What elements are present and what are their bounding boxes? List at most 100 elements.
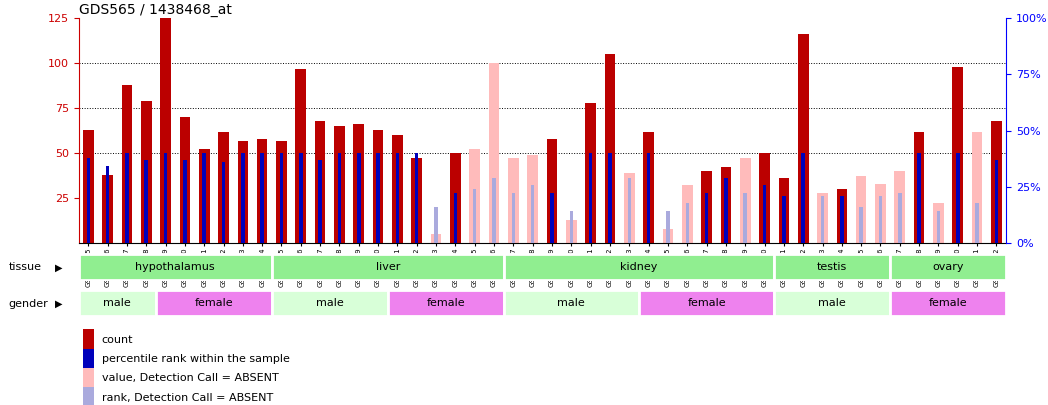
Bar xyxy=(898,193,901,243)
Bar xyxy=(454,193,457,243)
Bar xyxy=(662,228,673,243)
Bar xyxy=(87,158,90,243)
Bar xyxy=(179,117,190,243)
Bar xyxy=(277,141,287,243)
Bar xyxy=(160,9,171,243)
Bar xyxy=(241,153,244,243)
Text: liver: liver xyxy=(375,262,400,272)
Bar xyxy=(83,329,94,350)
Bar xyxy=(566,220,576,243)
Bar xyxy=(878,196,882,243)
Bar xyxy=(125,153,129,243)
Bar xyxy=(314,121,326,243)
Bar xyxy=(412,158,422,243)
Bar xyxy=(357,153,361,243)
Text: hypothalamus: hypothalamus xyxy=(135,262,215,272)
Bar xyxy=(933,203,944,243)
Bar xyxy=(473,189,477,243)
Bar xyxy=(976,203,979,243)
Bar xyxy=(296,68,306,243)
Bar xyxy=(79,290,156,316)
Bar xyxy=(470,149,480,243)
Bar xyxy=(202,153,206,243)
Bar xyxy=(299,153,303,243)
Bar xyxy=(724,178,727,243)
Bar xyxy=(199,149,210,243)
Bar xyxy=(392,135,402,243)
Bar xyxy=(743,193,747,243)
Bar xyxy=(493,178,496,243)
Bar xyxy=(396,153,399,243)
Bar xyxy=(774,254,890,280)
Bar xyxy=(953,67,963,243)
Bar xyxy=(836,189,847,243)
Bar xyxy=(547,139,558,243)
Bar xyxy=(83,348,94,369)
Bar xyxy=(550,193,553,243)
Bar xyxy=(238,141,248,243)
Bar xyxy=(488,63,499,243)
Text: testis: testis xyxy=(817,262,847,272)
Bar xyxy=(740,158,750,243)
Bar xyxy=(914,132,924,243)
Text: kidney: kidney xyxy=(620,262,658,272)
Bar xyxy=(917,153,921,243)
Bar xyxy=(337,153,342,243)
Bar xyxy=(271,290,388,316)
Bar xyxy=(798,34,808,243)
Bar xyxy=(415,153,418,243)
Bar xyxy=(388,290,504,316)
Bar xyxy=(995,160,998,243)
Text: female: female xyxy=(195,298,233,308)
Text: male: male xyxy=(315,298,344,308)
Bar xyxy=(890,254,1006,280)
Bar xyxy=(145,160,148,243)
Text: female: female xyxy=(929,298,967,308)
Text: male: male xyxy=(558,298,585,308)
Bar xyxy=(779,178,789,243)
Bar xyxy=(628,178,631,243)
Bar xyxy=(774,290,890,316)
Text: GDS565 / 1438468_at: GDS565 / 1438468_at xyxy=(79,3,232,17)
Text: percentile rank within the sample: percentile rank within the sample xyxy=(102,354,289,364)
Bar xyxy=(163,153,168,243)
Bar xyxy=(667,211,670,243)
Bar xyxy=(373,130,384,243)
Bar xyxy=(376,153,379,243)
Bar xyxy=(508,158,519,243)
Text: count: count xyxy=(102,335,133,345)
Bar xyxy=(280,153,283,243)
Bar xyxy=(222,162,225,243)
Bar xyxy=(817,193,828,243)
Text: ▶: ▶ xyxy=(54,299,62,309)
Bar xyxy=(106,166,109,243)
Bar xyxy=(721,168,732,243)
Bar xyxy=(647,153,651,243)
Bar xyxy=(763,185,766,243)
Text: female: female xyxy=(427,298,465,308)
Bar xyxy=(531,185,534,243)
Bar xyxy=(991,121,1002,243)
Bar xyxy=(608,153,612,243)
Bar xyxy=(319,160,322,243)
Bar xyxy=(802,153,805,243)
Text: rank, Detection Call = ABSENT: rank, Detection Call = ABSENT xyxy=(102,393,274,403)
Bar xyxy=(569,211,573,243)
Bar xyxy=(103,175,113,243)
Bar xyxy=(450,153,461,243)
Bar xyxy=(83,130,93,243)
Bar xyxy=(156,290,271,316)
Bar xyxy=(140,101,152,243)
Text: value, Detection Call = ABSENT: value, Detection Call = ABSENT xyxy=(102,373,279,384)
Bar xyxy=(511,193,516,243)
Bar xyxy=(759,153,770,243)
Bar xyxy=(643,132,654,243)
Bar xyxy=(218,132,228,243)
Bar xyxy=(705,193,708,243)
Bar xyxy=(527,155,538,243)
Bar xyxy=(257,139,267,243)
Bar xyxy=(937,211,940,243)
Bar xyxy=(821,196,825,243)
Bar xyxy=(586,103,596,243)
Bar xyxy=(840,196,844,243)
